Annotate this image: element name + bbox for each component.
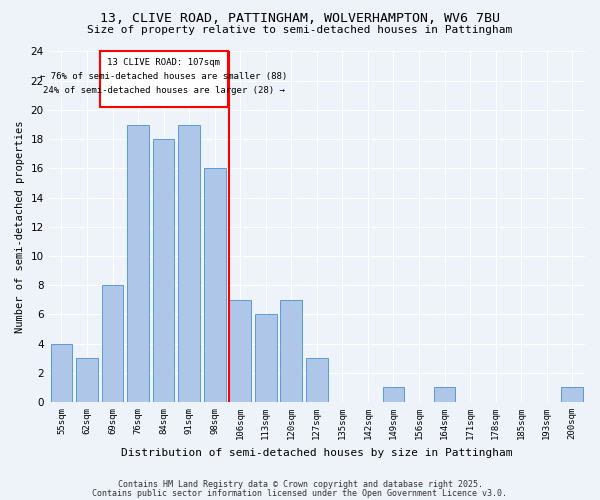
- Bar: [280, 300, 302, 402]
- Bar: [204, 168, 226, 402]
- Bar: [50, 344, 72, 402]
- Bar: [178, 124, 200, 402]
- Bar: [434, 388, 455, 402]
- Bar: [562, 388, 583, 402]
- Text: ← 76% of semi-detached houses are smaller (88): ← 76% of semi-detached houses are smalle…: [40, 72, 287, 81]
- Bar: [153, 139, 175, 402]
- Text: Contains HM Land Registry data © Crown copyright and database right 2025.: Contains HM Land Registry data © Crown c…: [118, 480, 482, 489]
- Text: 13, CLIVE ROAD, PATTINGHAM, WOLVERHAMPTON, WV6 7BU: 13, CLIVE ROAD, PATTINGHAM, WOLVERHAMPTO…: [100, 12, 500, 26]
- FancyBboxPatch shape: [100, 52, 228, 107]
- Bar: [127, 124, 149, 402]
- Y-axis label: Number of semi-detached properties: Number of semi-detached properties: [15, 120, 25, 333]
- Bar: [383, 388, 404, 402]
- Text: Size of property relative to semi-detached houses in Pattingham: Size of property relative to semi-detach…: [88, 25, 512, 35]
- Bar: [101, 285, 124, 402]
- Bar: [76, 358, 98, 402]
- Bar: [306, 358, 328, 402]
- Bar: [229, 300, 251, 402]
- X-axis label: Distribution of semi-detached houses by size in Pattingham: Distribution of semi-detached houses by …: [121, 448, 512, 458]
- Text: Contains public sector information licensed under the Open Government Licence v3: Contains public sector information licen…: [92, 488, 508, 498]
- Text: 13 CLIVE ROAD: 107sqm: 13 CLIVE ROAD: 107sqm: [107, 58, 220, 67]
- Bar: [255, 314, 277, 402]
- Text: 24% of semi-detached houses are larger (28) →: 24% of semi-detached houses are larger (…: [43, 86, 285, 95]
